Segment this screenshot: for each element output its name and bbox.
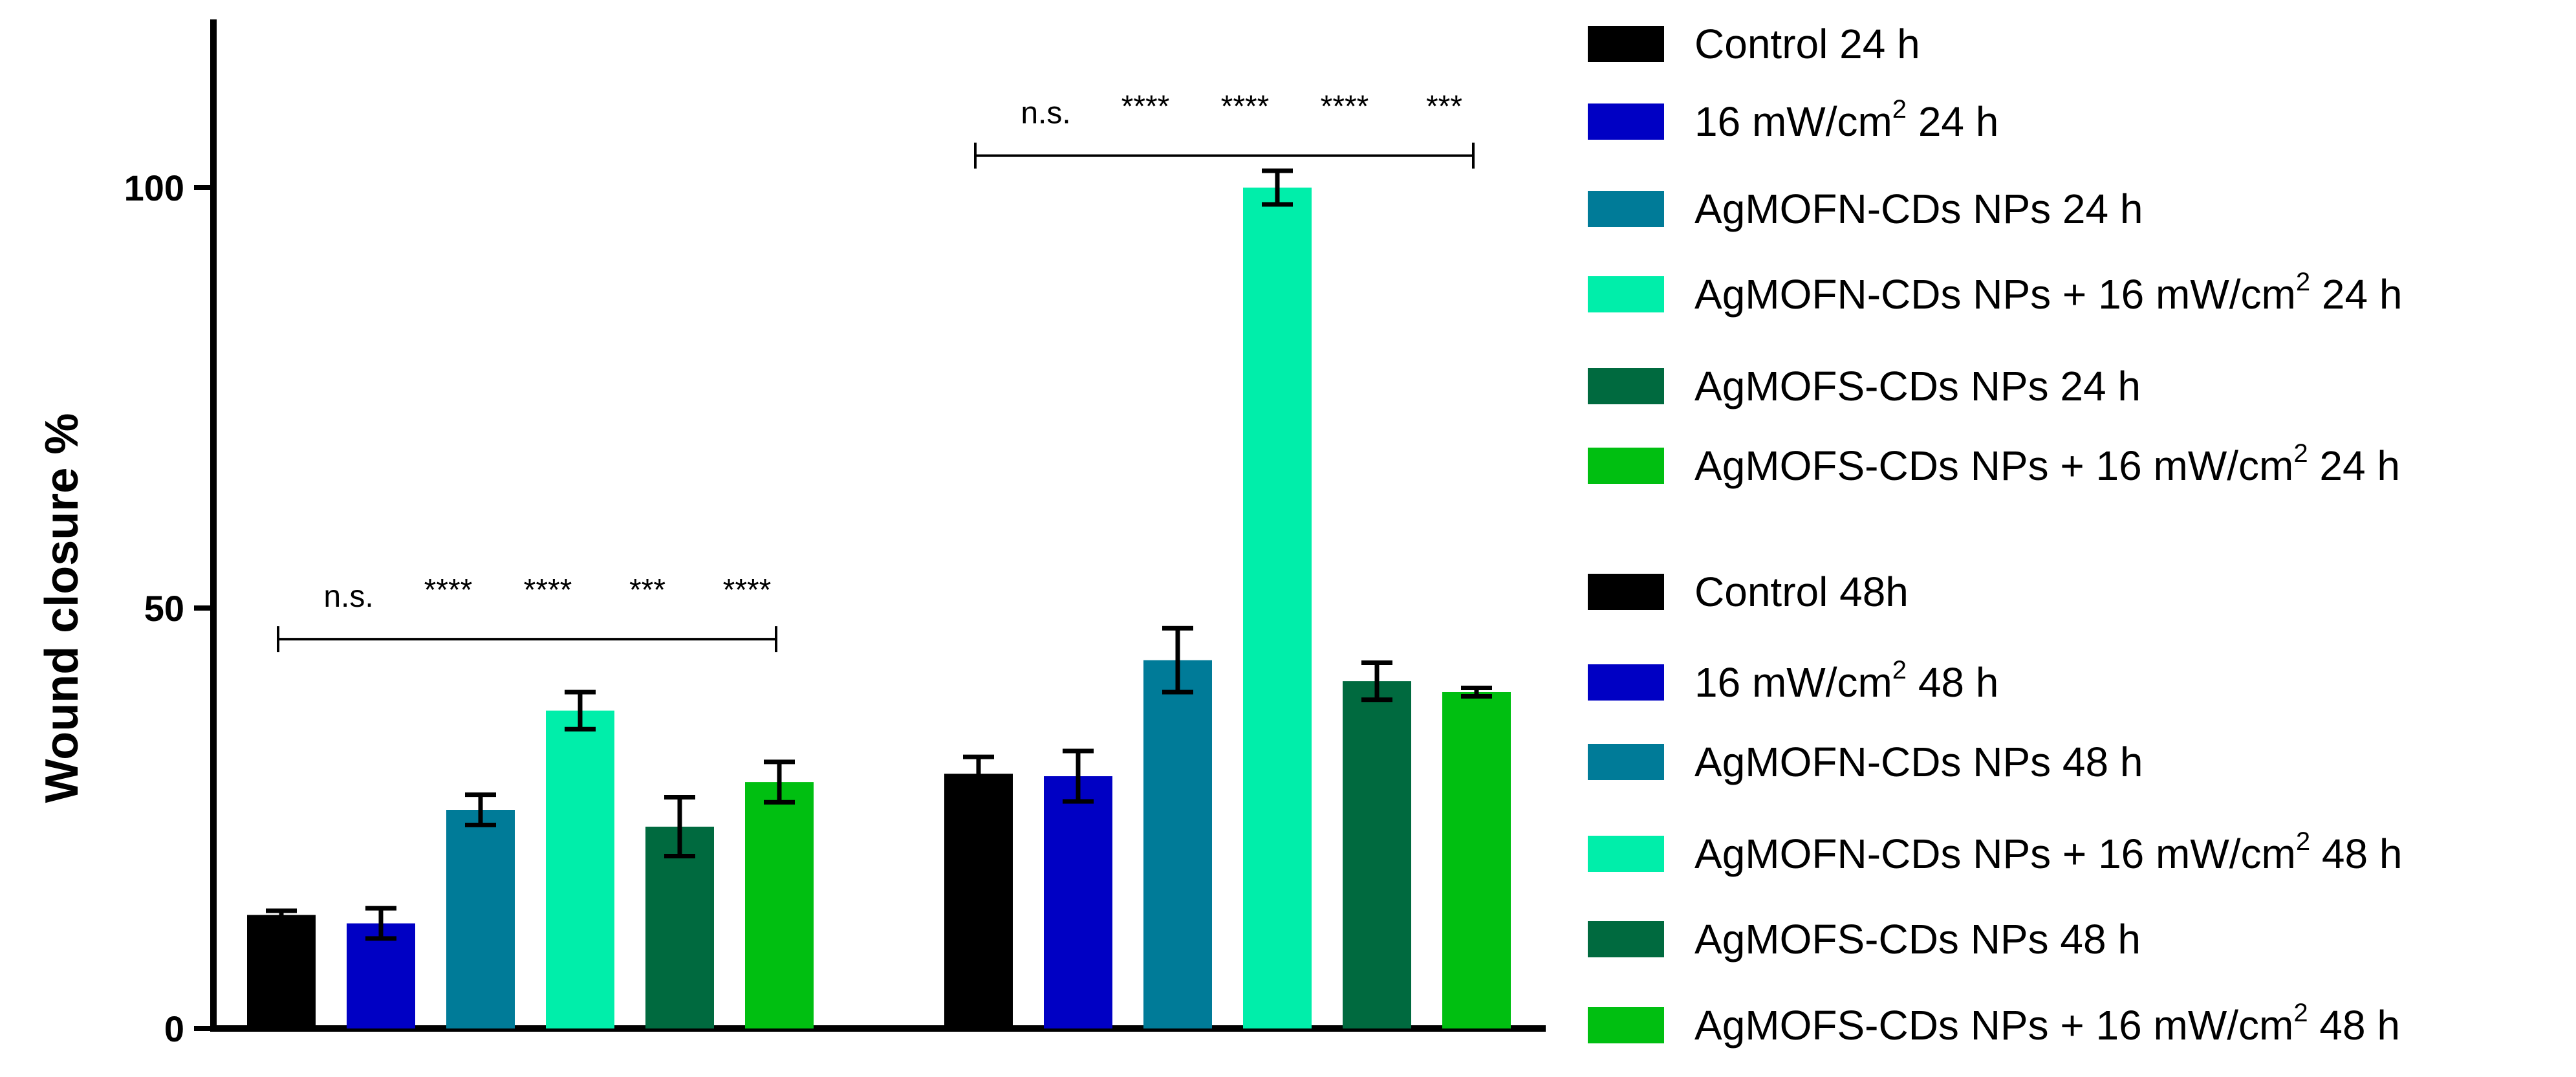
bar <box>347 923 415 1028</box>
bar <box>1442 692 1511 1028</box>
legend-label: AgMOFS-CDs NPs 24 h <box>1694 363 2141 409</box>
legend-label: AgMOFS-CDs NPs 48 h <box>1694 916 2141 963</box>
bar <box>546 710 614 1028</box>
legend-label: AgMOFN-CDs NPs 48 h <box>1694 739 2143 785</box>
significance-mark: *** <box>629 573 666 607</box>
bar <box>944 774 1013 1028</box>
significance-mark: **** <box>524 573 572 607</box>
significance-mark: **** <box>1221 90 1270 124</box>
legend-label: AgMOFS-CDs NPs + 16 mW/cm2 24 h <box>1694 439 2400 489</box>
legend-swatch <box>1588 448 1664 484</box>
legend-swatch <box>1588 191 1664 227</box>
legend-label: AgMOFS-CDs NPs + 16 mW/cm2 48 h <box>1694 999 2400 1049</box>
legend-swatch <box>1588 744 1664 780</box>
legend-swatch <box>1588 103 1664 140</box>
legend-label: AgMOFN-CDs NPs + 16 mW/cm2 48 h <box>1694 827 2402 877</box>
legend-swatch <box>1588 276 1664 312</box>
bar <box>1143 660 1212 1028</box>
bar <box>247 915 316 1028</box>
legend-swatch <box>1588 921 1664 957</box>
significance-mark: **** <box>723 573 772 607</box>
bar <box>645 827 714 1028</box>
y-axis-label: Wound closure % <box>36 413 88 803</box>
legend-label: AgMOFN-CDs NPs + 16 mW/cm2 24 h <box>1694 268 2402 318</box>
y-tick-label: 100 <box>124 168 184 208</box>
legend-label: Control 48h <box>1694 569 1909 615</box>
legend: Control 24 h 16 mW/cm2 24 h AgMOFN-CDs NPs… <box>1588 21 2402 1049</box>
bar <box>1243 188 1312 1028</box>
legend-swatch <box>1588 368 1664 404</box>
significance-mark: **** <box>1121 90 1170 124</box>
significance-mark: **** <box>1321 90 1369 124</box>
legend-label: 16 mW/cm2 48 h <box>1694 656 1998 706</box>
bar <box>745 782 814 1028</box>
bar <box>1343 681 1411 1028</box>
significance-mark: **** <box>424 573 473 607</box>
legend-label: 16 mW/cm2 24 h <box>1694 95 1998 145</box>
legend-label: AgMOFN-CDs NPs 24 h <box>1694 186 2143 232</box>
legend-swatch <box>1588 574 1664 610</box>
significance-ns-label: n.s. <box>323 580 373 614</box>
y-tick-label: 50 <box>144 588 184 629</box>
legend-swatch <box>1588 836 1664 872</box>
bar <box>1044 776 1112 1028</box>
y-tick-label: 0 <box>164 1008 184 1049</box>
significance-mark: *** <box>1426 90 1462 124</box>
legend-swatch <box>1588 1007 1664 1043</box>
bar <box>446 810 515 1028</box>
legend-swatch <box>1588 26 1664 62</box>
legend-swatch <box>1588 664 1664 701</box>
significance-ns-label: n.s. <box>1021 96 1070 131</box>
legend-label: Control 24 h <box>1694 21 1920 67</box>
